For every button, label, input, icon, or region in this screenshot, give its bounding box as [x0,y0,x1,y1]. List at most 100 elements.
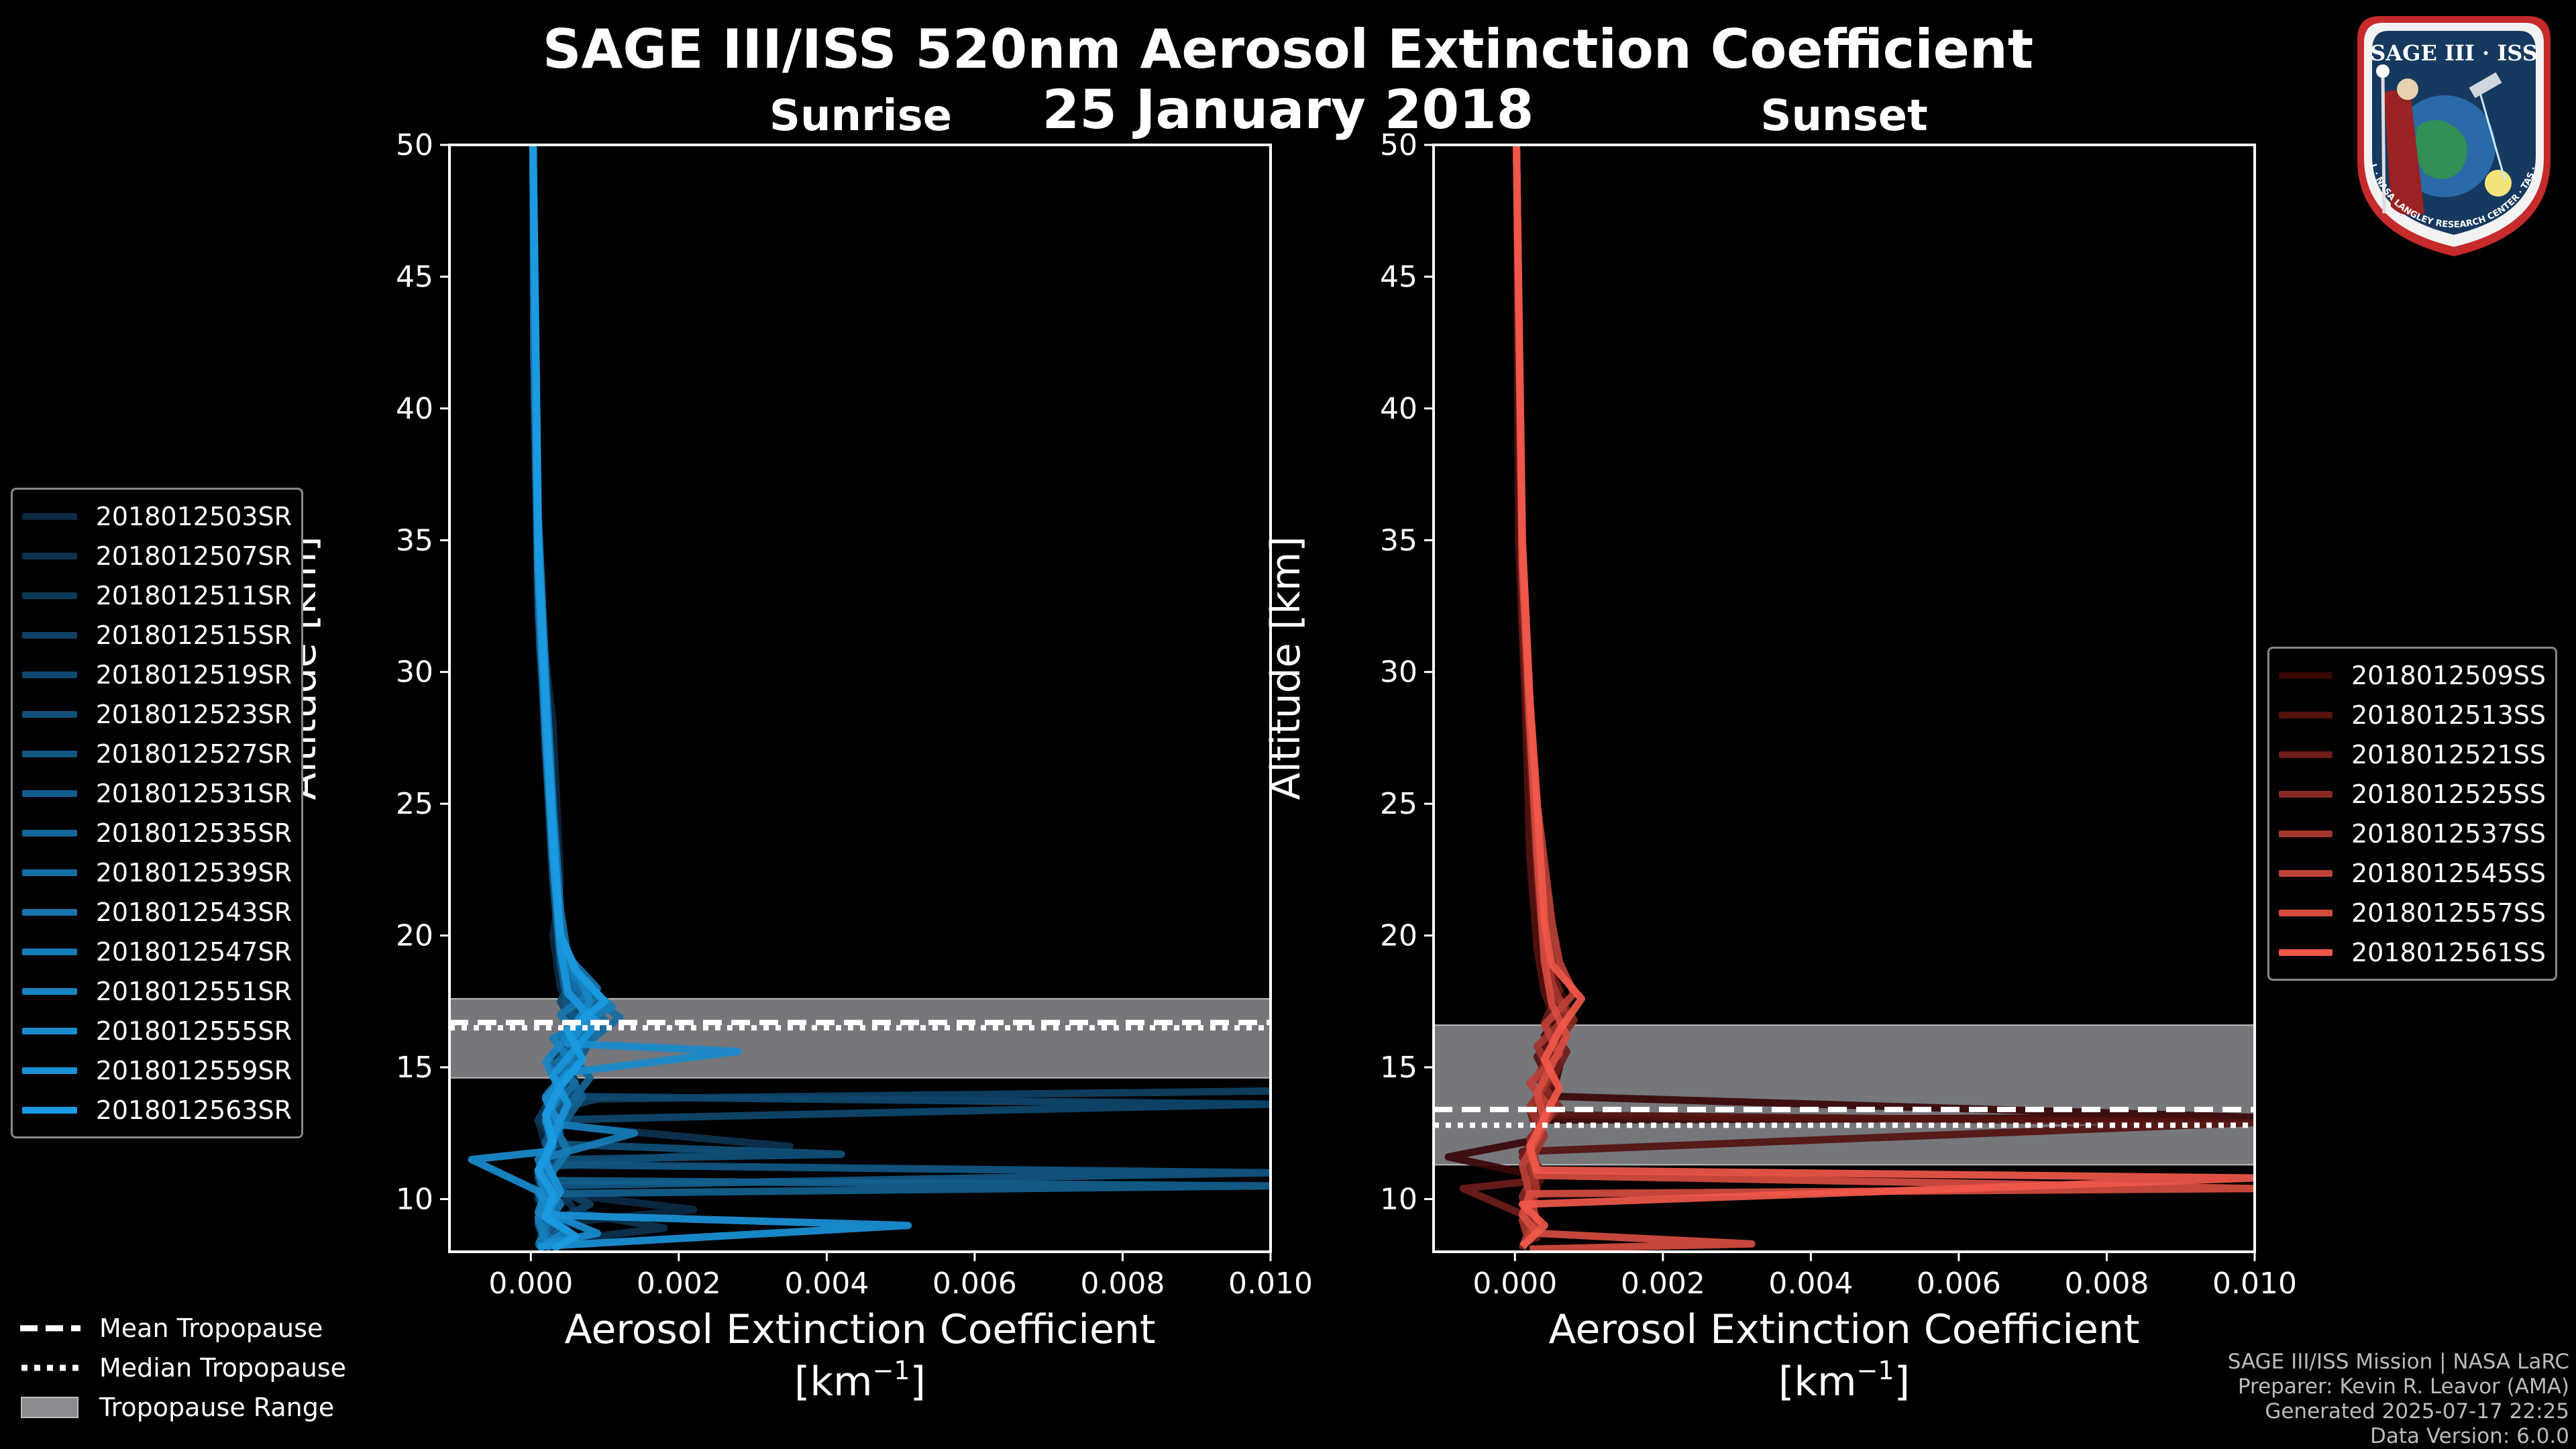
legend-item-mean-tropopause: Mean Tropopause [20,1308,346,1348]
legend-label: 2018012545SS [2351,858,2546,888]
legend-label: 2018012537SS [2351,818,2546,849]
legend-label: 2018012555SR [95,1016,292,1046]
legend-label: 2018012551SR [95,976,292,1006]
legend-swatch [2279,672,2332,679]
y-tick-label: 35 [1380,523,1417,557]
legend-swatch [2279,711,2332,718]
legend-label: 2018012503SR [95,501,292,531]
footer-line-2: Preparer: Kevin R. Leavor (AMA) [2237,1375,2569,1399]
sunrise-chart: 10 15 20 25 30 35 40 45 50 0.000 0.002 0.004 0.006 0.… [278,128,1313,1405]
legend-item-2018012551SR: 2018012551SR [22,971,292,1011]
logo-title: SAGE III · ISS [2370,40,2538,66]
legend-label: 2018012531SR [95,778,292,808]
x-tick-label: 0.000 [488,1267,573,1301]
legend-swatch [2279,751,2332,758]
legend-item-2018012525SS: 2018012525SS [2279,774,2546,814]
legend-swatch [2279,790,2332,798]
y-tick-label: 25 [396,787,433,821]
legend-item-2018012555SR: 2018012555SR [22,1011,292,1051]
y-tick-label: 25 [1380,787,1417,821]
footer-line-3: Generated 2025-07-17 22:25 [2265,1399,2569,1424]
legend-swatch [22,1067,77,1074]
sunset-legend: 2018012509SS 2018012513SS 2018012521SS 2018… [2267,647,2557,981]
sunrise-legend: 2018012503SR 2018012507SR 2018012511SR 2018… [11,488,303,1138]
units-close: ] [910,1358,926,1405]
legend-item-2018012519SR: 2018012519SR [22,655,292,694]
legend-swatch [22,908,77,916]
plot-frame [1432,144,2256,1253]
y-tick-label: 40 [1380,392,1417,426]
legend-item-2018012511SR: 2018012511SR [22,576,292,615]
sunset-chart: 10 15 20 25 30 35 40 45 50 0.000 0.002 0.004 0.006 0.… [1263,128,2297,1405]
legend-label: Tropopause Range [99,1392,335,1422]
legend-item-2018012507SR: 2018012507SR [22,536,292,576]
legend-item-2018012543SR: 2018012543SR [22,892,292,932]
legend-item-tropopause-range: Tropopause Range [20,1387,346,1427]
legend-item-2018012509SS: 2018012509SS [2279,655,2546,695]
legend-label: 2018012523SR [95,699,292,729]
x-tick-label: 0.006 [932,1267,1017,1301]
legend-item-2018012527SR: 2018012527SR [22,734,292,773]
legend-label: 2018012525SS [2351,779,2546,809]
legend-swatch [2279,949,2332,956]
x-axis-units: [km−1] [794,1356,926,1405]
y-tick-label: 15 [1380,1051,1417,1085]
legend-swatch [22,552,77,559]
footer-line-4: Data Version: 6.0.0 [2369,1424,2569,1448]
legend-swatch [22,1027,77,1034]
y-tick-label: 10 [1380,1182,1417,1216]
legend-item-2018012537SS: 2018012537SS [2279,814,2546,853]
sage-mission-patch-icon: SAGE III · ISS BALL · NASA LANGLEY RESEA… [2344,12,2551,256]
legend-label: 2018012563SR [95,1095,292,1125]
x-tick-label: 0.008 [1080,1267,1165,1301]
footer-line-1: SAGE III/ISS Mission | NASA LaRC [2227,1350,2569,1374]
units-base: [km [794,1358,873,1405]
legend-label: 2018012557SS [2351,898,2546,928]
x-axis-label: Aerosol Extinction Coefficient [565,1306,1156,1353]
range-patch-icon [21,1396,78,1418]
legend-item-2018012535SR: 2018012535SR [22,813,292,853]
legend-item-2018012561SS: 2018012561SS [2279,932,2546,972]
legend-label: 2018012559SR [95,1055,292,1085]
y-tick-label: 35 [396,523,433,557]
legend-label: 2018012509SS [2351,660,2546,690]
legend-swatch [22,987,77,995]
sunrise-panel-title: Sunrise [769,91,953,141]
legend-label: 2018012535SR [95,818,292,848]
legend-swatch [22,829,77,837]
legend-item-2018012521SS: 2018012521SS [2279,735,2546,774]
legend-item-2018012539SR: 2018012539SR [22,853,292,892]
legend-item-median-tropopause: Median Tropopause [20,1348,346,1387]
legend-swatch [22,1106,77,1114]
y-tick-label: 30 [1380,655,1417,690]
y-tick-label: 45 [396,260,433,294]
legend-item-2018012557SS: 2018012557SS [2279,893,2546,932]
sunset-panel-title: Sunset [1760,91,1928,141]
x-tick-label: 0.008 [2064,1267,2149,1301]
legend-swatch [22,592,77,599]
legend-swatch [2279,909,2332,916]
y-tick-label: 40 [396,392,433,426]
units-exponent: −1 [1857,1356,1894,1385]
legend-label: 2018012547SR [95,936,292,967]
x-tick-label: 0.000 [1472,1267,1557,1301]
x-tick-label: 0.004 [784,1267,869,1301]
legend-label: 2018012521SS [2351,739,2546,769]
legend-swatch [22,790,77,797]
legend-item-2018012513SS: 2018012513SS [2279,695,2546,735]
units-base: [km [1778,1358,1857,1405]
legend-label: 2018012507SR [95,541,292,571]
title-line-2: 25 January 2018 [1042,78,1534,141]
legend-label: 2018012511SR [95,580,292,610]
legend-label: 2018012519SR [95,659,292,690]
legend-swatch [22,710,77,718]
legend-item-2018012563SR: 2018012563SR [22,1090,292,1130]
y-tick-label: 30 [396,655,433,690]
x-tick-label: 0.006 [1917,1267,2001,1301]
legend-item-2018012503SR: 2018012503SR [22,496,292,536]
legend-label: 2018012527SR [95,739,292,769]
units-exponent: −1 [873,1356,910,1385]
legend-item-2018012515SR: 2018012515SR [22,615,292,655]
units-close: ] [1894,1358,1910,1405]
